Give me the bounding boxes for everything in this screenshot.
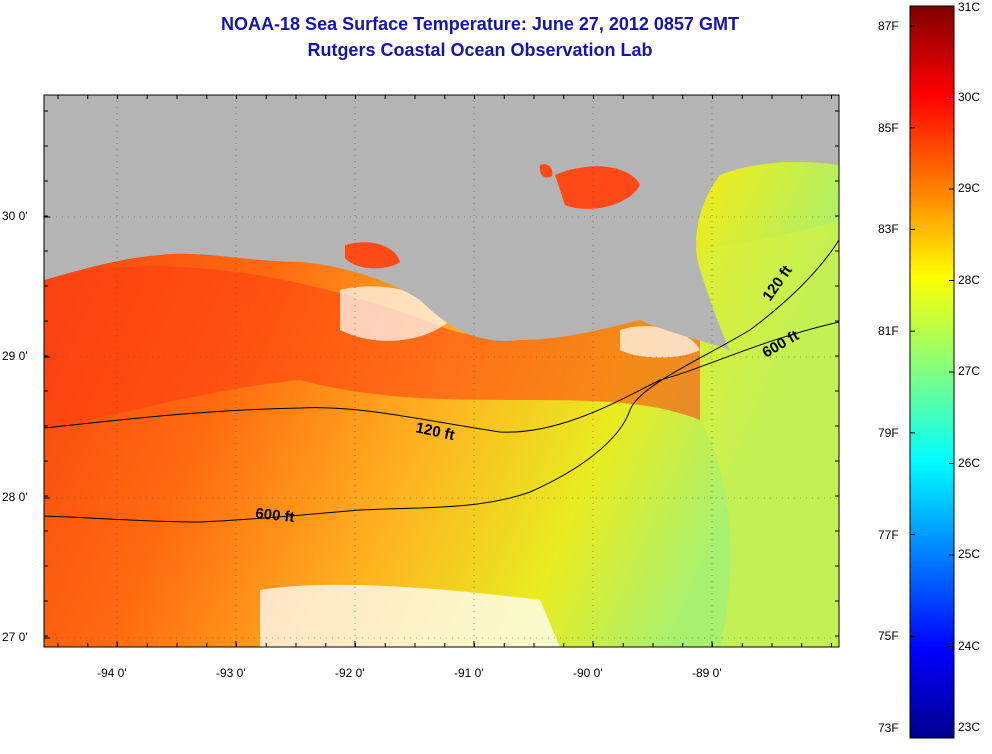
lon-tick-label: -94 0'	[97, 666, 127, 680]
colorbar-celsius-label: 23C	[958, 720, 981, 734]
colorbar-celsius-label: 31C	[958, 0, 981, 14]
colorbar-fahrenheit-label: 85F	[878, 120, 899, 135]
map-title: NOAA-18 Sea Surface Temperature: June 27…	[221, 14, 739, 34]
lon-tick-label: -93 0'	[216, 666, 246, 680]
contour-120ft	[44, 321, 839, 433]
contour-label: 600 ft	[255, 505, 296, 526]
lat-tick-label: 27 0'	[2, 630, 28, 644]
colorbar-fahrenheit-label: 77F	[878, 527, 899, 542]
contour-600ft	[44, 239, 839, 523]
colorbar-fahrenheit-label: 81F	[878, 324, 899, 339]
colorbar-celsius-label: 26C	[958, 455, 981, 470]
colorbar-celsius-label: 27C	[958, 364, 981, 378]
colorbar-celsius-label: 29C	[958, 181, 981, 195]
colorbar-celsius-label: 28C	[958, 272, 981, 287]
colorbar-fahrenheit-label: 73F	[878, 721, 899, 735]
lon-tick-label: -90 0'	[573, 666, 603, 680]
colorbar-fahrenheit-label: 75F	[878, 629, 899, 644]
lat-tick-label: 30 0'	[2, 209, 28, 223]
lon-tick-label: -91 0'	[454, 666, 484, 680]
lat-tick-label: 28 0'	[2, 490, 28, 504]
colorbar-fahrenheit-label: 83F	[878, 222, 899, 237]
colorbar-celsius-label: 24C	[958, 638, 981, 653]
colorbar-celsius-label: 25C	[958, 547, 981, 561]
colorbar-celsius-label: 30C	[958, 89, 981, 104]
map-frame	[43, 94, 840, 648]
colorbar	[909, 5, 955, 739]
colorbar-fahrenheit-label: 87F	[878, 19, 899, 33]
cloud-patch	[260, 584, 560, 647]
lat-tick-label: 29 0'	[2, 349, 28, 363]
lon-tick-label: -92 0'	[335, 666, 365, 680]
lon-tick-label: -89 0'	[692, 666, 722, 680]
land-mass	[44, 95, 839, 350]
colorbar-fahrenheit-label: 79F	[878, 425, 899, 440]
map-subtitle: Rutgers Coastal Ocean Observation Lab	[307, 40, 653, 60]
